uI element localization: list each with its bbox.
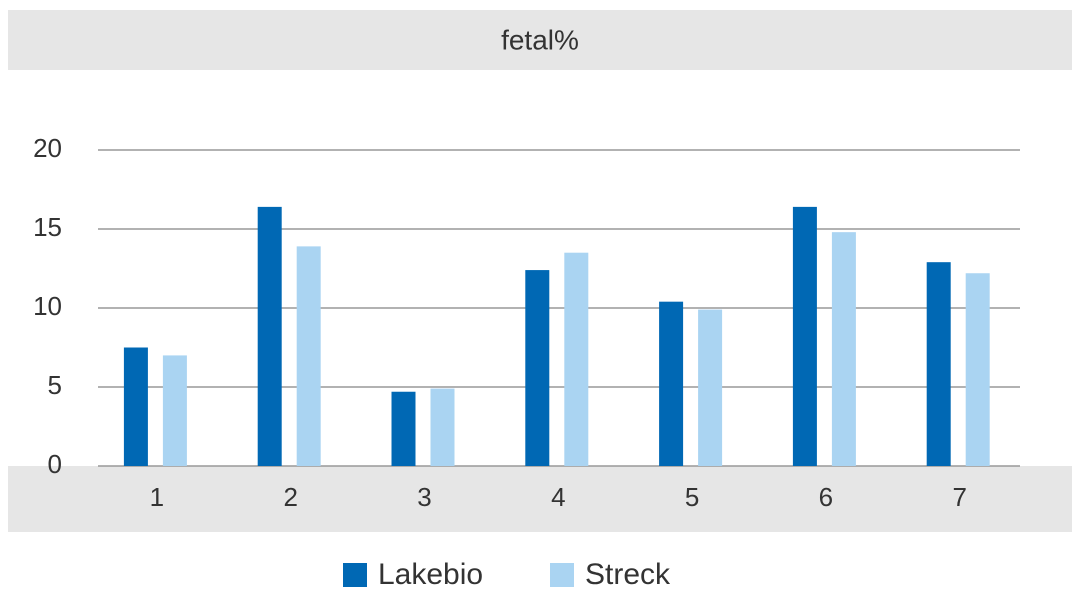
x-tick-label: 5 [685,482,699,512]
bar [698,309,723,466]
x-tick-label: 2 [283,482,297,512]
bar [525,270,550,466]
x-tick-label: 3 [417,482,431,512]
bar [659,301,684,466]
y-tick-label: 20 [33,133,62,163]
bar [926,262,951,466]
x-tick-label: 7 [952,482,966,512]
x-tick-label: 4 [551,482,565,512]
legend-swatch [550,563,574,587]
legend-label: Streck [585,558,671,591]
y-tick-label: 0 [48,449,62,479]
bar [296,246,321,466]
legend-swatch [343,563,367,587]
x-tick-label: 6 [819,482,833,512]
bar [564,252,589,466]
bar [391,391,416,466]
bar [123,347,148,466]
y-tick-label: 10 [33,291,62,321]
x-axis-band [8,466,1072,532]
bar [831,232,856,466]
title-band [8,10,1072,70]
legend-label: Lakebio [378,558,483,591]
y-tick-label: 5 [48,370,62,400]
bar [257,206,282,466]
bar [792,206,817,466]
bar [965,273,990,466]
y-tick-label: 15 [33,212,62,242]
bar [162,355,187,466]
x-tick-label: 1 [150,482,164,512]
chart-title: fetal% [501,24,579,55]
bar [430,388,455,466]
